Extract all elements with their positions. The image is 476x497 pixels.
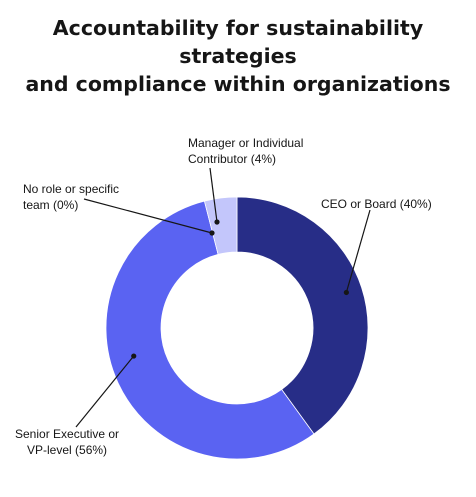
- leader-dot-ceo-board: [343, 289, 349, 296]
- chart-title-line-3: and compliance within organizations: [25, 72, 451, 96]
- slice-label-no-role-line-1: No role or specific: [23, 182, 120, 196]
- leader-line-no-role: [83, 198, 213, 234]
- chart-title: Accountability for sustainability strate…: [0, 14, 476, 98]
- slice-label-ceo-board-line-1: CEO or Board (40%): [321, 197, 432, 211]
- slice-label-senior-executive-line-1: Senior Executive or: [15, 427, 120, 441]
- slice-ceo-board: [236, 196, 369, 435]
- leader-dot-no-role: [209, 230, 215, 236]
- leader-line-ceo-board: [345, 209, 371, 293]
- slice-label-manager-line-1: Manager or Individual: [188, 136, 304, 150]
- slice-label-manager-line-2: Contributor (4%): [188, 152, 277, 166]
- leader-line-manager: [209, 167, 218, 223]
- slice-manager: [203, 196, 238, 255]
- slice-label-no-role: No role or specific team (0%): [23, 181, 119, 213]
- slice-senior-executive: [105, 200, 315, 460]
- chart-title-line-2: strategies: [179, 44, 297, 68]
- leader-line-senior-executive: [75, 355, 135, 428]
- slice-label-manager: Manager or Individual Contributor (4%): [188, 135, 303, 167]
- slice-label-senior-executive-line-2: VP-level (56%): [27, 443, 108, 457]
- slice-label-ceo-board: CEO or Board (40%): [321, 196, 432, 212]
- leader-dot-manager: [214, 219, 220, 225]
- slice-label-senior-executive: Senior Executive or VP-level (56%): [15, 426, 119, 458]
- chart-title-line-1: Accountability for sustainability: [52, 16, 424, 40]
- slice-label-no-role-line-2: team (0%): [23, 198, 79, 212]
- leader-dot-senior-executive: [131, 353, 137, 359]
